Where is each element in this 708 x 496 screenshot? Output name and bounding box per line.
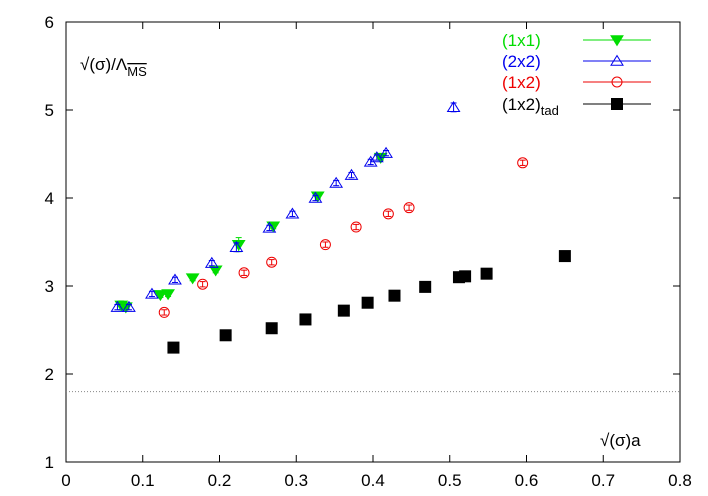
data-point: [197, 278, 209, 290]
x-tick-label: 0.3: [284, 471, 308, 490]
data-point: [480, 267, 493, 280]
legend: (1x1) (2x2) (1x2) (1x2)tad: [502, 31, 651, 118]
data-point: [208, 265, 223, 277]
data-point: [204, 256, 219, 268]
x-axis-title: √(σ)a: [600, 431, 641, 450]
data-point: [265, 322, 278, 335]
data-point: [185, 273, 200, 285]
series-3: [167, 250, 571, 354]
data-point: [262, 221, 277, 233]
data-point: [238, 267, 250, 279]
data-point: [382, 208, 394, 220]
x-tick-label: 0.4: [361, 471, 385, 490]
data-point: [266, 256, 278, 268]
x-tick-label: 0.7: [591, 471, 615, 490]
data-point: [379, 146, 393, 158]
data-point: [403, 202, 415, 214]
data-point: [517, 157, 529, 169]
data-point: [459, 270, 472, 283]
data-point: [337, 304, 350, 317]
data-point: [446, 101, 461, 113]
data-point: [611, 98, 623, 110]
data-point: [610, 54, 624, 66]
x-tick-label: 0.6: [515, 471, 539, 490]
data-point: [308, 191, 323, 203]
data-point: [611, 76, 623, 88]
x-tick-label: 0.8: [668, 471, 692, 490]
y-tick-label: 6: [45, 13, 54, 32]
data-point: [161, 289, 175, 301]
y-axis-title: √(σ)/ΛMS: [80, 55, 147, 79]
legend-label: (1x1): [502, 31, 541, 50]
y-tick-label: 5: [45, 101, 54, 120]
y-tick-label: 1: [45, 453, 54, 472]
data-point: [219, 329, 232, 342]
y-tick-label: 3: [45, 277, 54, 296]
data-point: [558, 250, 571, 263]
data-point: [299, 313, 312, 326]
plot-frame: [65, 21, 681, 463]
data-point: [110, 300, 125, 312]
y-tick-label: 4: [45, 189, 54, 208]
data-point: [329, 176, 344, 188]
data-point: [344, 168, 359, 180]
data-point: [153, 290, 168, 302]
legend-label: (1x2)tad: [502, 95, 559, 118]
data-point: [158, 306, 170, 318]
data-point: [419, 280, 432, 293]
axis-ticks: 0 0.1 0.2 0.3 0.4 0.5 0.6 0.7 0.8 1 2 3 4 5 6: [45, 13, 692, 490]
series-1: [110, 101, 461, 312]
y-axis-title-main: √(σ)/Λ: [80, 55, 128, 74]
x-tick-label: 0.5: [438, 471, 462, 490]
data-point: [168, 273, 182, 285]
x-tick-label: 0: [61, 471, 70, 490]
y-tick-label: 2: [45, 365, 54, 384]
data-point: [319, 239, 331, 251]
data-point: [122, 300, 136, 312]
data-point: [350, 221, 362, 233]
data-point: [167, 341, 180, 354]
data-series: [110, 101, 571, 354]
series-2: [158, 157, 529, 318]
legend-label: (2x2): [502, 52, 541, 71]
x-tick-label: 0.1: [131, 471, 155, 490]
legend-label: (1x2): [502, 73, 541, 92]
x-tick-label: 0.2: [208, 471, 232, 490]
data-point: [145, 287, 159, 299]
data-point: [610, 35, 624, 47]
data-point: [229, 240, 244, 252]
data-point: [361, 296, 374, 309]
legend-label-subscript: tad: [541, 103, 559, 118]
data-point: [388, 289, 401, 302]
series-0: [114, 152, 388, 314]
y-axis-title-subscript: MS: [127, 64, 147, 79]
data-point: [285, 207, 300, 219]
